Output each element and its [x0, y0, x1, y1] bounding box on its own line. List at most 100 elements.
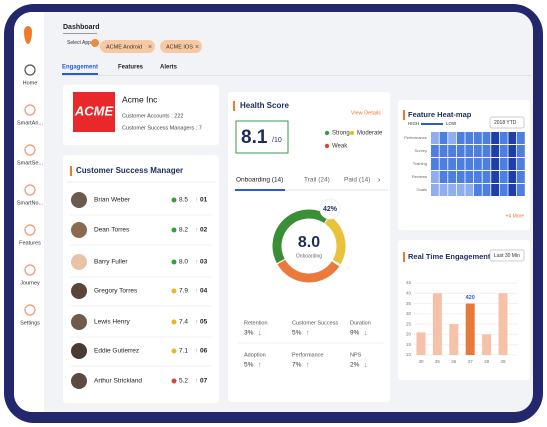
- heatmap-cell: [491, 132, 499, 144]
- heatmap-cell: [465, 158, 474, 170]
- csm-rank: 06: [200, 348, 208, 355]
- heatmap-cell: [499, 158, 508, 170]
- heatmap-period: 2018 YTD: [494, 120, 517, 126]
- csm-score: 8.5: [179, 197, 188, 204]
- rank-arrow: ↑: [195, 260, 198, 266]
- company-managers: Customer Success Managers : 7: [122, 125, 202, 131]
- heatmap-cell: [499, 184, 508, 196]
- csm-score: 7.9: [179, 288, 188, 295]
- heatmap-cell: [465, 171, 474, 183]
- health-tab[interactable]: Paid (14): [344, 177, 370, 184]
- sidebar-label: Journey: [20, 280, 40, 286]
- heatmap-cell: [499, 145, 508, 157]
- heatmap-cell: [491, 184, 499, 196]
- sidebar: [14, 12, 44, 412]
- heatmap-cell: [517, 145, 525, 157]
- y-tick-label: 45: [406, 280, 412, 285]
- csm-score: 7.4: [179, 319, 188, 326]
- score-box: [235, 120, 289, 154]
- heatmap-cell: [482, 171, 491, 183]
- metric-name: Customer Success: [292, 320, 338, 326]
- company-logo: [73, 92, 115, 132]
- select-label: Select App: [67, 40, 91, 46]
- tab[interactable]: Features: [118, 65, 144, 71]
- heatmap-cell: [474, 171, 482, 183]
- csm-score: 8.2: [179, 227, 188, 234]
- clear-button[interactable]: [91, 39, 99, 47]
- bar: [416, 332, 426, 355]
- engagement-range: Last 30 Min: [494, 253, 520, 259]
- sidebar-label: Settings: [20, 320, 40, 326]
- avatar: [71, 254, 87, 270]
- heatmap-cell: [465, 145, 474, 157]
- health-tab[interactable]: Onboarding (14): [236, 177, 283, 184]
- sidebar-icon[interactable]: [24, 64, 36, 76]
- tab[interactable]: Alerts: [160, 65, 178, 71]
- heatmap-row-label: Survey: [415, 148, 427, 153]
- card: [63, 155, 219, 403]
- heatmap-cell: [482, 145, 491, 157]
- csm-rank: 04: [200, 288, 208, 295]
- sidebar-icon[interactable]: [24, 264, 36, 276]
- csm-title: Customer Success Manager: [76, 166, 183, 175]
- app-chip[interactable]: [160, 40, 202, 53]
- metric-trend: ↓: [258, 330, 262, 337]
- x-tick-label: 36: [451, 359, 457, 364]
- sidebar-icon[interactable]: [24, 104, 36, 116]
- section-accent: [403, 252, 405, 262]
- sidebar-icon[interactable]: [24, 224, 36, 236]
- heatmap-cell: [431, 158, 439, 170]
- app-chip-label: ACME IOS: [166, 44, 193, 50]
- metric-trend: ↑: [306, 330, 310, 337]
- heatmap-cell: [431, 171, 439, 183]
- heatmap-cell: [448, 184, 456, 196]
- legend-dot: [324, 143, 330, 149]
- heatmap-cell: [499, 171, 508, 183]
- health-tab[interactable]: Trail (24): [304, 177, 330, 184]
- rank-arrow: ↑: [195, 228, 198, 234]
- header-title: Dashboard: [63, 24, 100, 31]
- period-select[interactable]: [489, 116, 525, 129]
- company-name: Acme Inc: [122, 94, 158, 104]
- sidebar-icon[interactable]: [24, 304, 36, 316]
- legend-label: Weak: [332, 144, 348, 150]
- sidebar-icon[interactable]: [24, 184, 36, 196]
- heatmap-cell: [448, 171, 456, 183]
- sidebar-label: Features: [19, 240, 41, 246]
- rank-arrow: ↑: [195, 320, 198, 326]
- csm-score: 5.2: [179, 378, 188, 385]
- csm-score: 8.0: [179, 259, 188, 266]
- avatar: [71, 373, 87, 389]
- heatmap-cell: [517, 171, 525, 183]
- heatmap-cell: [439, 145, 448, 157]
- app-chip[interactable]: [100, 40, 155, 53]
- heatmap-cell: [439, 171, 448, 183]
- x-tick-label: 37: [468, 359, 474, 364]
- heatmap-cell: [431, 184, 439, 196]
- health-link[interactable]: View Details: [351, 110, 381, 116]
- heatmap-more[interactable]: +4 More: [506, 213, 525, 219]
- heatmap-cell: [474, 132, 482, 144]
- avatar: [71, 283, 87, 299]
- heatmap-cell: [491, 145, 499, 157]
- donut-segment: [324, 216, 346, 265]
- score-dot: [171, 319, 177, 325]
- x-tick-label: 35: [435, 359, 441, 364]
- heatmap-cell: [448, 132, 456, 144]
- heatmap-row-label: Training: [413, 161, 427, 166]
- heatmap-cell: [456, 145, 465, 157]
- metric-trend: ↓: [364, 362, 368, 369]
- heatmap-cell: [517, 184, 525, 196]
- bar: [465, 303, 475, 355]
- tab[interactable]: Engagement: [62, 65, 98, 71]
- logo: [24, 26, 32, 44]
- health-title: Health Score: [240, 101, 289, 110]
- legend-dot: [349, 130, 355, 136]
- sidebar-icon[interactable]: [24, 144, 36, 156]
- sidebar-label: SmartAn...: [17, 120, 43, 126]
- y-tick-label: 25: [406, 321, 412, 326]
- csm-name: Dean Torres: [94, 227, 130, 234]
- range-select[interactable]: [489, 249, 525, 262]
- tab-divider: [62, 75, 532, 76]
- company-accounts: Customer Accounts : 222: [122, 113, 183, 119]
